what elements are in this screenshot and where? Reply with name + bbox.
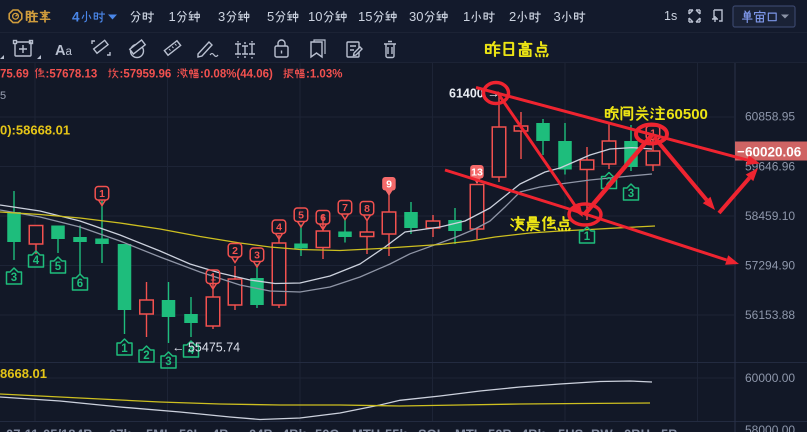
svg-text:5B: 5B [661,427,678,432]
svg-text:56153.88: 56153.88 [745,308,795,322]
svg-text:0BH: 0BH [624,427,650,432]
svg-text:3: 3 [628,188,634,200]
svg-text:3: 3 [165,356,171,368]
svg-text:57294.90: 57294.90 [745,259,795,273]
svg-text:50L: 50L [179,427,201,432]
svg-text:60020.06: 60020.06 [745,145,802,160]
svg-text:10: 10 [308,9,322,24]
svg-text:3: 3 [554,9,561,24]
svg-text:55k: 55k [385,427,407,432]
svg-text:07:11: 07:11 [6,427,39,432]
svg-text:7: 7 [342,202,348,214]
svg-text:58000.00: 58000.00 [745,423,795,432]
svg-text:15: 15 [358,9,372,24]
svg-text:60858.95: 60858.95 [745,110,795,124]
svg-text::57959.96: :57959.96 [120,69,172,81]
svg-text:MTL: MTL [455,427,482,432]
svg-text:05/18: 05/18 [43,427,76,432]
svg-text:50C: 50C [315,427,339,432]
svg-text:3: 3 [218,9,225,24]
svg-text:BW: BW [591,427,613,432]
svg-text:MTH: MTH [352,427,380,432]
svg-text:61400 →: 61400 → [449,87,500,101]
svg-text:1: 1 [99,188,105,200]
svg-text:60000.00: 60000.00 [745,371,795,385]
svg-text:8: 8 [364,203,370,215]
svg-text:2: 2 [509,9,516,24]
svg-text:5: 5 [267,9,274,24]
svg-text:3: 3 [11,272,17,284]
svg-text:75.69: 75.69 [0,69,29,81]
svg-text:6: 6 [320,212,326,224]
svg-text:3: 3 [254,250,260,262]
svg-text:2: 2 [143,350,149,362]
svg-text:4: 4 [188,345,195,357]
svg-text:SOL: SOL [418,427,445,432]
svg-text:a: a [66,46,73,58]
svg-text:4: 4 [72,10,80,25]
svg-text:6: 6 [77,278,83,290]
svg-text:04B: 04B [249,427,273,432]
svg-text:58459.10: 58459.10 [745,209,795,223]
svg-text:5: 5 [0,90,6,102]
svg-text:4Bk: 4Bk [521,427,546,432]
svg-text:07k: 07k [109,427,131,432]
svg-text:1: 1 [169,9,176,24]
svg-text:1s: 1s [664,9,677,23]
svg-text:4: 4 [276,222,282,234]
svg-text:1: 1 [121,343,128,355]
svg-text:5: 5 [298,210,304,222]
svg-text:8668.01: 8668.01 [0,366,47,381]
svg-text:4Bk: 4Bk [282,427,307,432]
svg-text:5ML: 5ML [146,427,172,432]
svg-text::0.08%(44.06): :0.08%(44.06) [200,69,273,81]
svg-text:−: − [737,144,745,159]
svg-text:5: 5 [55,261,62,273]
svg-text:4: 4 [33,255,40,267]
svg-text:50B: 50B [488,427,512,432]
svg-text:1: 1 [463,9,470,24]
svg-text:4B: 4B [212,427,229,432]
svg-text::1.03%: :1.03% [306,69,342,81]
svg-text:5HS: 5HS [558,427,584,432]
svg-text:2: 2 [232,245,238,257]
svg-text:9: 9 [386,179,392,191]
svg-text:← 55475.74: ← 55475.74 [172,341,240,355]
svg-text:13: 13 [471,167,483,179]
svg-text:A: A [55,43,66,59]
svg-text:1: 1 [210,272,216,284]
svg-text::57678.13: :57678.13 [46,69,98,81]
svg-text:60500: 60500 [666,106,708,123]
svg-text:0):58668.01: 0):58668.01 [0,123,70,138]
svg-text:30: 30 [409,9,423,24]
svg-text:4B: 4B [76,427,93,432]
svg-text:1: 1 [584,231,591,243]
